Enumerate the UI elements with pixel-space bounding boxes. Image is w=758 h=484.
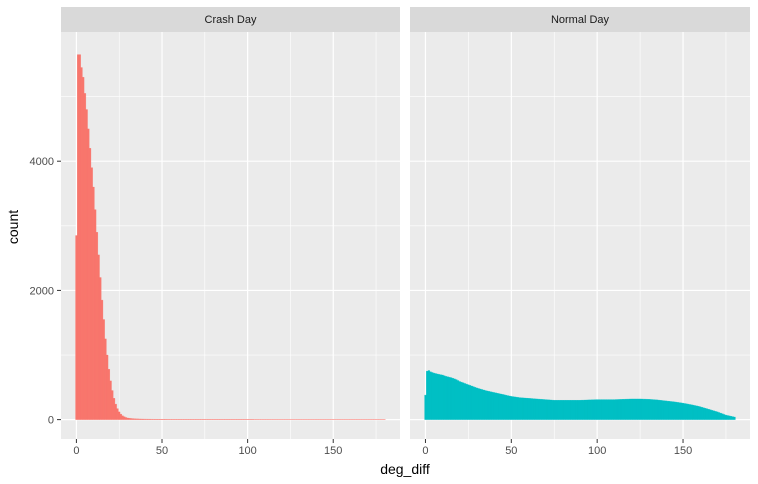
panel-background xyxy=(61,32,400,439)
strip-label-normal-day: Normal Day xyxy=(551,14,610,26)
x-axis-ticks: 0 50 100 150 xyxy=(73,439,342,457)
x-tick-label: 0 xyxy=(73,445,79,457)
y-axis-title: count xyxy=(5,210,21,244)
x-tick-label: 100 xyxy=(238,445,256,457)
x-tick-label: 50 xyxy=(156,445,168,457)
histogram-bar-series xyxy=(75,54,386,420)
panel-background xyxy=(410,32,750,439)
strip-background xyxy=(61,7,400,32)
x-tick-label: 0 xyxy=(422,445,428,457)
strip-label-crash-day: Crash Day xyxy=(205,14,257,26)
histogram-bars xyxy=(75,54,386,420)
panel-normal-day: Normal Day 0 50 100 150 xyxy=(410,7,750,457)
y-tick-label: 0 xyxy=(48,415,54,427)
histogram-bars xyxy=(424,370,736,420)
strip-background xyxy=(410,7,750,32)
y-tick-label: 4000 xyxy=(30,156,54,168)
gridlines xyxy=(61,32,400,439)
y-tick-label: 2000 xyxy=(30,285,54,297)
x-tick-label: 150 xyxy=(674,445,692,457)
x-tick-label: 150 xyxy=(324,445,342,457)
histogram-bar-series xyxy=(424,370,736,420)
x-tick-label: 100 xyxy=(588,445,606,457)
x-tick-label: 50 xyxy=(505,445,517,457)
x-axis-ticks: 0 50 100 150 xyxy=(422,439,692,457)
x-axis-title: deg_diff xyxy=(380,461,430,477)
y-axis-ticks: 0 2000 4000 xyxy=(30,156,61,427)
panel-crash-day: Crash Day 0 50 100 150 xyxy=(61,7,400,457)
